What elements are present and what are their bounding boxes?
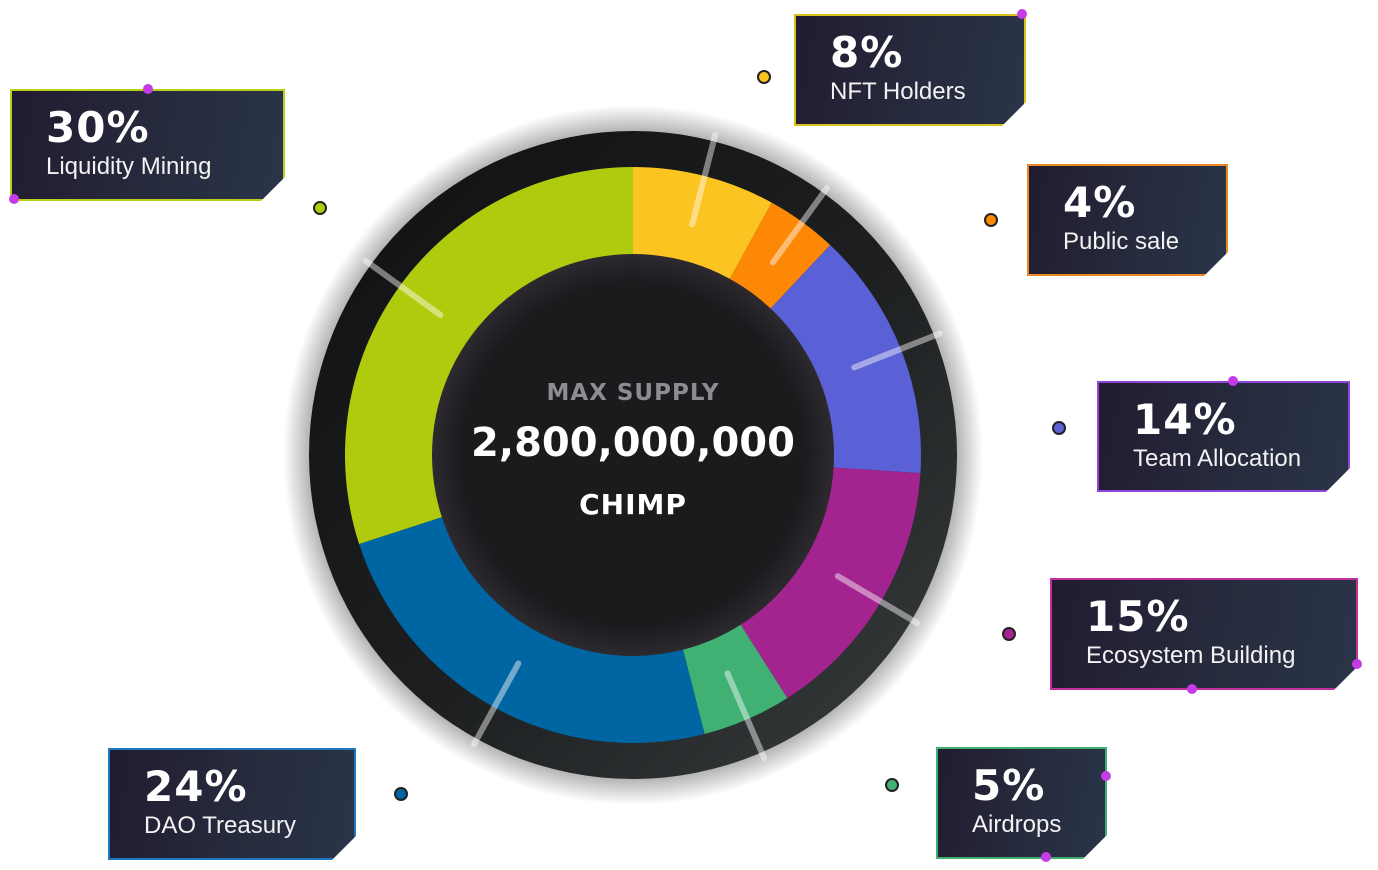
nft-holders-label: NFT Holders: [830, 78, 966, 105]
max-supply-unit: CHIMP: [579, 488, 687, 521]
slice-public-sale: [724, 202, 831, 317]
airdrops-dot: [885, 778, 899, 792]
team-allocation-percent: 14%: [1133, 395, 1237, 444]
accent-dot: [1228, 376, 1238, 386]
liquidity-mining-label: Liquidity Mining: [46, 153, 212, 180]
liquidity-mining-dot: [313, 201, 327, 215]
card-nft-holders: 8% NFT Holders: [794, 14, 1026, 126]
slice-tick: [834, 573, 921, 626]
public-sale-percent: 4%: [1063, 178, 1137, 227]
accent-dot: [143, 84, 153, 94]
accent-dot: [1041, 852, 1051, 862]
max-supply-label: MAX SUPPLY: [546, 380, 720, 406]
card-dao-treasury: 24% DAO Treasury: [108, 748, 356, 860]
dao-treasury-percent: 24%: [144, 762, 248, 811]
nft-holders-dot: [757, 70, 771, 84]
accent-dot: [1017, 9, 1027, 19]
slice-tick: [363, 258, 444, 319]
slice-tick: [471, 660, 522, 748]
ecosystem-building-percent: 15%: [1086, 592, 1190, 641]
card-team-allocation: 14% Team Allocation: [1097, 381, 1350, 492]
slice-liquidity-mining: [345, 167, 633, 544]
team-allocation-label: Team Allocation: [1133, 445, 1302, 472]
ecosystem-building-dot: [1002, 627, 1016, 641]
max-supply-value: 2,800,000,000: [471, 420, 795, 466]
slice-tick: [769, 185, 830, 266]
center-disc: [432, 254, 834, 656]
ecosystem-building-label: Ecosystem Building: [1086, 642, 1296, 669]
slice-airdrops: [680, 615, 788, 734]
accent-dot: [1352, 659, 1362, 669]
nft-holders-percent: 8%: [830, 28, 904, 77]
public-sale-dot: [984, 213, 998, 227]
slice-tick: [689, 132, 719, 228]
card-liquidity-mining: 30% Liquidity Mining: [10, 89, 285, 201]
team-allocation-dot: [1052, 421, 1066, 435]
dao-treasury-dot: [394, 787, 408, 801]
card-airdrops: 5% Airdrops: [936, 747, 1107, 859]
dao-treasury-label: DAO Treasury: [144, 812, 297, 839]
accent-dot: [9, 194, 19, 204]
slice-team-allocation: [763, 245, 921, 474]
airdrops-percent: 5%: [972, 761, 1046, 810]
card-public-sale: 4% Public sale: [1027, 164, 1228, 276]
liquidity-mining-percent: 30%: [46, 103, 150, 152]
slice-ecosystem-building: [734, 466, 921, 699]
public-sale-label: Public sale: [1063, 228, 1180, 255]
slice-tick: [851, 330, 943, 371]
accent-dot: [1101, 771, 1111, 781]
airdrops-label: Airdrops: [972, 811, 1062, 838]
accent-dot: [1187, 684, 1197, 694]
card-ecosystem-building: 15% Ecosystem Building: [1050, 578, 1358, 690]
slice-tick: [724, 670, 768, 761]
